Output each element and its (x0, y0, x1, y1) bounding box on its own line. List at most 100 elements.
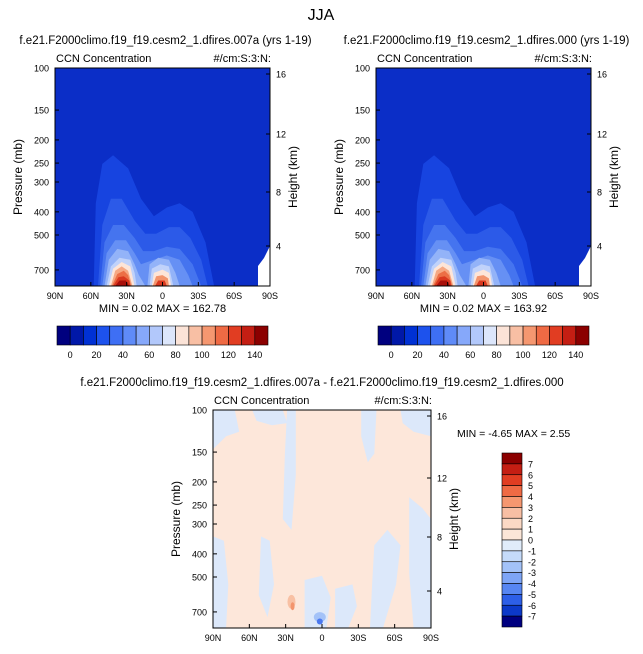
y-right-tick-label: 12 (437, 474, 447, 484)
colorbar-box (430, 325, 445, 346)
y-tick-label: 200 (192, 477, 207, 487)
y-tick-label: 200 (355, 135, 370, 145)
colorbar-label: -5 (528, 590, 536, 600)
missing-region (258, 246, 270, 286)
heatmap-field (376, 68, 591, 286)
panel-1: f.e21.F2000climo.f19_f19.cesm2_1.dfires.… (332, 35, 630, 360)
colorbar-label: -7 (528, 612, 536, 622)
min-max-stats: MIN = -4.65 MAX = 2.55 (457, 428, 570, 440)
colorbar-box (562, 325, 577, 346)
missing-region (579, 246, 591, 286)
y-right-tick-label: 16 (276, 70, 286, 80)
colorbar-box (483, 325, 497, 346)
colorbar-box (470, 325, 484, 346)
colorbar-label: 4 (528, 492, 533, 502)
colorbar-box (214, 325, 229, 346)
colorbar-label: 60 (144, 350, 154, 360)
y-tick-label: 250 (192, 501, 207, 511)
y-right-tick-label: 4 (276, 242, 281, 252)
contour-band (476, 280, 488, 286)
panel-0: f.e21.F2000climo.f19_f19.cesm2_1.dfires.… (11, 35, 312, 360)
units-label: #/cm:S:3:N: (214, 53, 271, 65)
y-tick-label: 150 (355, 106, 370, 116)
colorbar-box (96, 325, 111, 346)
colorbar-label: 140 (568, 350, 583, 360)
colorbar-box (501, 604, 523, 617)
colorbar-label: -6 (528, 601, 536, 611)
y-right-tick-label: 16 (597, 70, 607, 80)
colorbar-box (535, 325, 550, 346)
contour-band (213, 410, 240, 450)
y-tick-label: 150 (34, 106, 49, 116)
colorbar-label: -1 (528, 546, 536, 556)
colorbar-box (501, 496, 523, 508)
contour-band (115, 280, 130, 286)
colorbar-label: 100 (195, 350, 210, 360)
colorbar-box (501, 463, 523, 476)
colorbar-label: 7 (528, 459, 533, 469)
colorbar-box (501, 507, 523, 519)
colorbar-label: 120 (221, 350, 236, 360)
colorbar-box (443, 325, 458, 346)
colorbar-box (501, 528, 523, 541)
y-tick-label: 300 (34, 178, 49, 188)
colorbar-label: 60 (465, 350, 475, 360)
colorbar-box (522, 325, 537, 346)
colorbar-label: 5 (528, 481, 533, 491)
contour-band (213, 536, 229, 628)
colorbar-box (501, 572, 523, 584)
colorbar-box (149, 325, 163, 346)
x-tick-label: 60N (404, 291, 421, 301)
x-tick-label: 30N (277, 633, 294, 643)
colorbar-box (456, 325, 471, 346)
y-tick-label: 150 (192, 448, 207, 458)
y-tick-label: 100 (355, 64, 370, 74)
contour-band (409, 497, 431, 628)
variable-label: CCN Concentration (377, 53, 472, 65)
y-axis-label: Pressure (mb) (11, 139, 25, 215)
colorbar-box (377, 325, 392, 346)
y-tick-label: 100 (34, 64, 49, 74)
y-axis-label: Pressure (mb) (332, 139, 346, 215)
y-right-tick-label: 8 (597, 188, 602, 198)
contour-band (400, 410, 431, 437)
x-tick-label: 60N (241, 633, 258, 643)
colorbar-box (575, 325, 590, 346)
colorbar-label: 20 (92, 350, 102, 360)
colorbar-label: -3 (528, 568, 536, 578)
y-tick-label: 100 (192, 406, 207, 416)
colorbar-box (254, 325, 269, 346)
y-right-tick-label: 12 (276, 130, 286, 140)
colorbar-box (501, 583, 523, 595)
colorbar-label: 0 (68, 350, 73, 360)
y-tick-label: 250 (34, 159, 49, 169)
x-tick-label: 30N (439, 291, 456, 301)
colorbar-box (188, 325, 203, 346)
y-tick-label: 200 (34, 135, 49, 145)
y-right-tick-label: 4 (437, 587, 442, 597)
contour-band (252, 410, 288, 426)
x-tick-label: 0 (481, 291, 486, 301)
contour-band (361, 410, 377, 463)
x-tick-label: 90N (368, 291, 385, 301)
colorbar-box (417, 325, 432, 346)
y-tick-label: 300 (192, 520, 207, 530)
colorbar-box (501, 561, 523, 573)
contour-band (370, 529, 401, 628)
x-tick-label: 30S (511, 291, 527, 301)
y-tick-label: 400 (34, 207, 49, 217)
colorbar-box (501, 550, 523, 563)
panel-title: f.e21.F2000climo.f19_f19.cesm2_1.dfires.… (80, 377, 563, 389)
min-max-stats: MIN = 0.02 MAX = 163.92 (420, 303, 547, 315)
variable-label: CCN Concentration (214, 395, 309, 407)
variable-label: CCN Concentration (56, 53, 151, 65)
colorbar-box (69, 325, 84, 346)
y-right-axis-label: Height (km) (607, 146, 621, 208)
x-tick-label: 60S (547, 291, 563, 301)
colorbar-box (404, 325, 418, 346)
panel-title: f.e21.F2000climo.f19_f19.cesm2_1.dfires.… (344, 35, 630, 47)
y-axis-label: Pressure (mb) (169, 481, 183, 557)
x-tick-label: 0 (319, 633, 324, 643)
colorbar-label: 0 (528, 536, 533, 546)
units-label: #/cm:S:3:N: (375, 395, 432, 407)
